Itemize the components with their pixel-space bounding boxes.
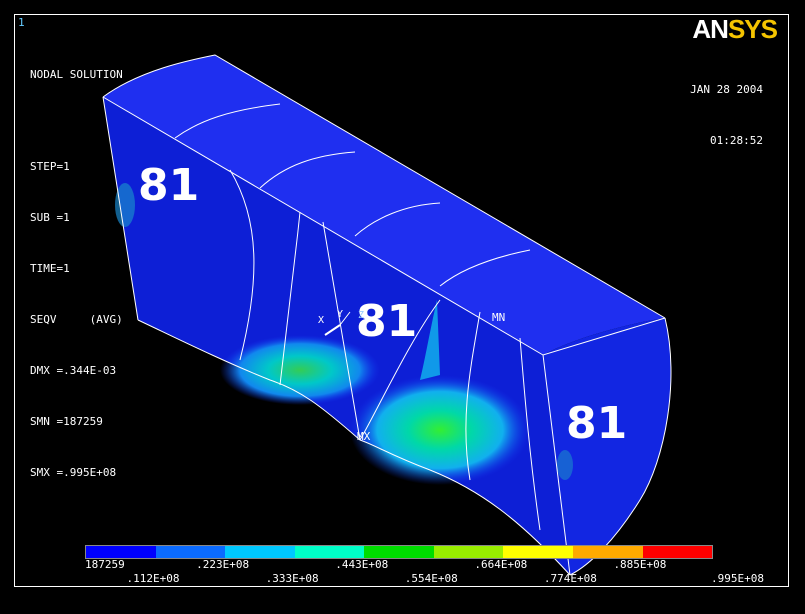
legend-swatch-8 <box>642 546 713 558</box>
time-text: 01:28:52 <box>710 134 763 147</box>
material-label-left: 81 <box>138 160 199 211</box>
legend-swatch-4 <box>364 546 434 558</box>
stress-region-left <box>220 335 380 405</box>
legend-swatch-1 <box>155 546 226 558</box>
max-marker: MX <box>357 430 371 443</box>
window-number: 1 <box>18 16 25 29</box>
legend-swatch-6 <box>503 546 573 558</box>
legend-swatch-7 <box>572 546 643 558</box>
legend-swatch-0 <box>86 546 156 558</box>
material-label-right: 81 <box>566 398 627 449</box>
color-legend <box>85 545 713 559</box>
min-marker: MN <box>492 311 505 324</box>
legend-tick-top-4: .885E+08 <box>613 558 667 571</box>
axis-triad: X Y Z <box>318 309 364 336</box>
legend-tick-bottom-1: .333E+08 <box>265 572 319 585</box>
mesh-lines <box>102 54 672 576</box>
info-title: NODAL SOLUTION <box>30 68 123 81</box>
stress-region-edge <box>115 183 135 227</box>
legend-tick-top-3: .664E+08 <box>474 558 528 571</box>
legend-tick-bottom-3: .774E+08 <box>543 572 597 585</box>
legend-tick-bottom-0: .112E+08 <box>126 572 180 585</box>
material-label-center: 81 <box>356 296 417 347</box>
info-smn: SMN =187259 <box>30 415 103 428</box>
right-end-face <box>543 318 671 575</box>
axis-z-label: Z <box>358 310 364 321</box>
legend-swatch-5 <box>433 546 504 558</box>
solution-info: NODAL SOLUTION STEP=1 SUB =1 TIME=1 SEQV… <box>30 32 123 498</box>
info-sub: SUB =1 <box>30 211 70 224</box>
axis-x-label: X <box>318 315 324 326</box>
top-face <box>103 55 665 355</box>
info-smx: SMX =.995E+08 <box>30 466 117 479</box>
legend-swatch-2 <box>225 546 295 558</box>
legend-tick-bottom-2: .554E+08 <box>404 572 458 585</box>
timestamp: JAN 28 2004 01:28:52 <box>690 47 763 166</box>
info-step: STEP=1 <box>30 160 70 173</box>
ansys-logo: ANSYS <box>692 14 778 44</box>
legend-tick-top-0: 187259 <box>85 558 125 571</box>
legend-tick-bottom-4: .995E+08 <box>711 572 764 585</box>
info-seqv: SEQV (AVG) <box>30 313 123 326</box>
axis-y-label: Y <box>337 309 343 320</box>
legend-tick-top-2: .443E+08 <box>335 558 389 571</box>
date-text: JAN 28 2004 <box>690 83 763 96</box>
legend-tick-top-1: .223E+08 <box>196 558 250 571</box>
stress-region-center <box>350 375 530 485</box>
info-time: TIME=1 <box>30 262 70 275</box>
info-dmx: DMX =.344E-03 <box>30 364 117 377</box>
viewport-frame <box>14 14 789 587</box>
legend-swatch-3 <box>294 546 365 558</box>
